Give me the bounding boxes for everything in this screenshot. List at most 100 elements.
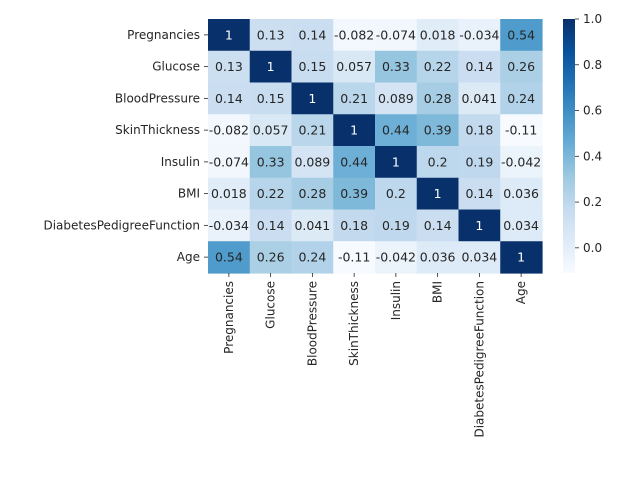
cell-label-3-1: 0.057 xyxy=(253,123,289,138)
heatmap-cell-1-5 xyxy=(416,50,460,84)
x-tick-label: Glucose xyxy=(264,281,278,329)
heatmap-cell-6-5 xyxy=(416,209,460,242)
heatmap-cell-0-5 xyxy=(416,19,460,52)
cell-label-4-2: 0.089 xyxy=(294,154,330,169)
heatmap-cell-7-2 xyxy=(291,241,334,274)
y-tick-label: Insulin xyxy=(161,155,200,169)
heatmap-cell-0-6 xyxy=(458,19,501,52)
heatmap-cell-labels: 1 0.13 0.14 -0.082 -0.074 0.018 -0.034 0.540.13… xyxy=(209,27,542,264)
heatmap-cell-4-4 xyxy=(375,146,418,179)
heatmap-cell-5-3 xyxy=(333,177,376,211)
cell-label-1-3: 0.057 xyxy=(336,59,372,74)
cell-label-5-5: 1 xyxy=(434,186,442,201)
cell-label-0-1: 0.13 xyxy=(257,27,285,42)
cell-label-7-0: 0.54 xyxy=(215,250,243,265)
y-tick-label: BloodPressure xyxy=(115,91,200,105)
cell-label-2-6: 0.041 xyxy=(461,91,497,106)
heatmap-cell-1-2 xyxy=(291,50,334,84)
y-tick-label: DiabetesPedigreeFunction xyxy=(43,218,200,232)
cell-label-2-4: 0.089 xyxy=(378,91,414,106)
colorbar-tick-label: 0.0 xyxy=(583,241,602,255)
cell-label-5-2: 0.28 xyxy=(298,186,326,201)
heatmap-cell-1-6 xyxy=(458,50,501,84)
cell-label-2-1: 0.15 xyxy=(257,91,285,106)
cell-label-2-2: 1 xyxy=(308,91,316,106)
heatmap-cell-2-3 xyxy=(333,82,376,115)
cell-label-3-6: 0.18 xyxy=(465,123,493,138)
heatmap-cell-6-4 xyxy=(375,209,418,242)
cell-label-6-1: 0.14 xyxy=(257,218,285,233)
cell-label-7-5: 0.036 xyxy=(420,250,456,265)
cell-label-7-2: 0.24 xyxy=(298,250,326,265)
cell-label-1-5: 0.22 xyxy=(424,59,452,74)
y-tick-label: Glucose xyxy=(152,60,200,74)
heatmap-cell-7-5 xyxy=(416,241,460,274)
x-tick-label: BMI xyxy=(431,281,445,303)
heatmap-cell-7-7 xyxy=(500,241,543,274)
colorbar-tick-label: 0.6 xyxy=(583,104,602,118)
cell-label-7-3: -0.11 xyxy=(338,250,370,265)
cell-label-7-6: 0.034 xyxy=(461,250,497,265)
heatmap-cell-3-6 xyxy=(458,114,501,147)
heatmap-cell-2-2 xyxy=(291,82,334,115)
cell-label-6-3: 0.18 xyxy=(340,218,368,233)
cell-label-4-1: 0.33 xyxy=(257,154,285,169)
cell-label-3-3: 1 xyxy=(350,123,358,138)
heatmap-cell-1-7 xyxy=(500,50,543,84)
cell-label-5-6: 0.14 xyxy=(465,186,493,201)
cell-label-1-6: 0.14 xyxy=(465,59,493,74)
heatmap-cell-0-4 xyxy=(375,19,418,52)
colorbar-tick-label: 0.8 xyxy=(583,58,602,72)
y-tick-label: BMI xyxy=(178,187,200,201)
cell-label-1-1: 1 xyxy=(267,59,275,74)
heatmap-cell-3-1 xyxy=(249,114,293,147)
cell-label-7-4: -0.042 xyxy=(376,250,416,265)
heatmap-cell-4-1 xyxy=(249,146,293,179)
heatmap-cell-0-0 xyxy=(208,19,251,52)
x-axis: Pregnancies Glucose BloodPressure SkinThick… xyxy=(222,273,528,438)
cell-label-1-2: 0.15 xyxy=(298,59,326,74)
heatmap-cell-2-0 xyxy=(208,82,251,115)
cell-label-2-0: 0.14 xyxy=(215,91,243,106)
cell-label-5-7: 0.036 xyxy=(503,186,539,201)
heatmap-cell-6-6 xyxy=(458,209,501,242)
heatmap-cell-6-3 xyxy=(333,209,376,242)
cell-label-0-3: -0.082 xyxy=(334,27,374,42)
heatmap-cell-2-7 xyxy=(500,82,543,115)
cell-label-5-4: 0.2 xyxy=(386,186,406,201)
cell-label-6-4: 0.19 xyxy=(382,218,410,233)
heatmap-cell-0-3 xyxy=(333,19,376,52)
heatmap-cell-0-2 xyxy=(291,19,334,52)
cell-label-4-0: -0.074 xyxy=(209,154,249,169)
cell-label-2-3: 0.21 xyxy=(340,91,368,106)
cell-label-6-7: 0.034 xyxy=(503,218,539,233)
x-tick-label: Insulin xyxy=(389,281,403,320)
heatmap-cell-5-5 xyxy=(416,177,460,211)
heatmap-cell-2-1 xyxy=(249,82,293,115)
heatmap-cell-1-4 xyxy=(375,50,418,84)
heatmap-cell-4-0 xyxy=(208,146,251,179)
x-tick-label: Age xyxy=(514,281,528,304)
x-tick-label: SkinThickness xyxy=(347,281,361,366)
heatmap-cell-4-6 xyxy=(458,146,501,179)
heatmap-cell-6-2 xyxy=(291,209,334,242)
cell-label-0-0: 1 xyxy=(225,27,233,42)
cell-label-7-7: 1 xyxy=(517,250,525,265)
cell-label-2-5: 0.28 xyxy=(424,91,452,106)
cell-label-2-7: 0.24 xyxy=(507,91,535,106)
heatmap-cell-5-6 xyxy=(458,177,501,211)
heatmap-cell-6-0 xyxy=(208,209,251,242)
y-tick-label: Pregnancies xyxy=(127,28,200,42)
cell-label-4-3: 0.44 xyxy=(340,154,368,169)
heatmap-cell-7-3 xyxy=(333,241,376,274)
cell-label-1-7: 0.26 xyxy=(507,59,535,74)
cell-label-1-4: 0.33 xyxy=(382,59,410,74)
x-tick-label: BloodPressure xyxy=(305,281,319,366)
heatmap-cell-1-1 xyxy=(249,50,293,84)
heatmap-cell-3-7 xyxy=(500,114,543,147)
heatmap-cell-3-3 xyxy=(333,114,376,147)
cell-label-3-2: 0.21 xyxy=(298,123,326,138)
heatmap-cell-5-0 xyxy=(208,177,251,211)
